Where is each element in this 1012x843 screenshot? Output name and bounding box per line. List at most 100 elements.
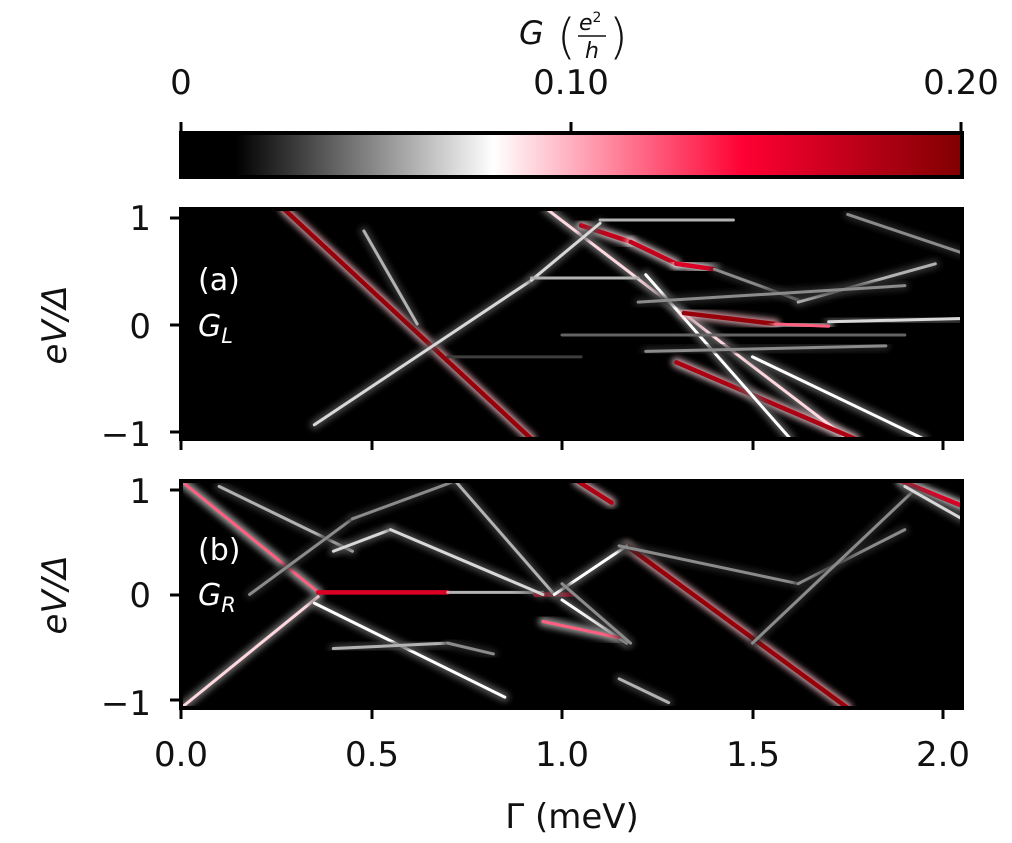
panel-a-feature-12-core <box>529 221 602 282</box>
panel-a-feature-11 <box>359 226 422 329</box>
panel-b-feature-16 <box>450 481 559 599</box>
panel-a-feature-9 <box>770 319 834 331</box>
panel-b-conductance-features <box>181 481 962 708</box>
xtick-label-3: 1.5 <box>726 735 780 775</box>
xtick-label-2: 1.0 <box>535 735 589 775</box>
xtick-label-0: 0.0 <box>154 735 208 775</box>
panel-a-feature-2-core <box>674 360 858 439</box>
panel-b-label: (b) <box>198 533 240 568</box>
panel-a-feature-20-core <box>644 344 888 353</box>
panel-b: (b) GR 1 0 −1 0.0 0.5 1.0 1.5 2.0 eV/Δ Γ… <box>35 472 970 837</box>
panel-b-feature-24 <box>614 674 674 708</box>
colorbar-unit-denominator: h <box>585 39 599 64</box>
panel-a-feature-10 <box>309 275 536 430</box>
panel-b-feature-21-core <box>617 544 800 586</box>
panel-b-feature-14 <box>245 514 357 599</box>
panel-a-ytick-label-mid: 0 <box>129 307 151 347</box>
panel-b-feature-20-core <box>560 582 633 645</box>
panel-a-feature-17 <box>824 314 962 327</box>
panel-b-feature-12 <box>328 638 453 654</box>
panel-b-feature-10 <box>328 525 396 556</box>
panel-a-feature-1 <box>542 209 853 439</box>
panel-a-feature-7 <box>671 259 719 274</box>
panel-a-feature-6-core <box>628 239 679 267</box>
panel-a-quantity: GL <box>198 309 233 348</box>
panel-b-feature-22-core <box>796 528 907 586</box>
panel-a-feature-0-core <box>281 209 534 439</box>
panel-a-ytick-label-top: 1 <box>129 199 151 239</box>
panel-a-feature-7-core <box>674 261 717 272</box>
panel-b-feature-19 <box>538 617 624 643</box>
panel-b-feature-13 <box>443 638 498 659</box>
panel-b-feature-23-core <box>750 490 914 645</box>
panel-b-feature-1 <box>572 481 617 508</box>
panel-a-feature-8-core <box>681 310 778 327</box>
colorbar-tick-label-2: 0.20 <box>923 63 999 103</box>
panel-b-feature-15-core <box>350 481 457 521</box>
colorbar-tick-label-0: 0 <box>170 63 192 103</box>
panel-b-feature-3 <box>181 481 323 597</box>
panel-b-feature-11-core <box>389 528 545 596</box>
panel-b-feature-8 <box>309 598 510 702</box>
panel-b-feature-0-core <box>624 543 850 708</box>
panel-a-feature-18-core <box>846 212 962 255</box>
panel-b-feature-10-core <box>331 528 393 553</box>
panel-a-feature-1-core <box>545 209 850 439</box>
panel-a-feature-2 <box>671 357 860 439</box>
panel-a-feature-16 <box>793 259 940 307</box>
panel-b-feature-12-core <box>331 641 450 651</box>
panel-a-feature-8 <box>679 308 780 329</box>
panel-b-feature-23 <box>747 487 917 648</box>
panel-a-conductance-features <box>279 209 962 439</box>
panel-b-feature-21 <box>614 541 803 589</box>
colorbar-unit-paren-left: ( <box>557 9 576 65</box>
panel-b-ytick-label-top: 1 <box>129 472 151 512</box>
panel-a-feature-0 <box>279 209 536 439</box>
panel-a-feature-4 <box>747 352 929 439</box>
panel-a-label: (a) <box>198 263 240 298</box>
panel-b-feature-11 <box>386 525 548 599</box>
panel-b-feature-8-core <box>312 601 507 699</box>
panel-b-feature-19-core <box>541 620 621 640</box>
panel-b-feature-14-core <box>248 517 354 596</box>
panel-b-quantity: GR <box>198 578 236 617</box>
xlabel: Γ (meV) <box>505 797 639 837</box>
panel-b-feature-25 <box>900 481 962 524</box>
colorbar-unit-numerator: e2 <box>579 10 601 36</box>
panel-b-ytick-label-bottom: −1 <box>101 684 151 724</box>
panel-b-feature-4-core <box>181 595 320 708</box>
panel-b-feature-3-core <box>181 481 320 594</box>
panel-b-feature-16-core <box>453 481 556 596</box>
colorbar-unit-paren-right: ) <box>609 9 628 65</box>
panel-b-ylabel: eV/Δ <box>35 556 75 635</box>
colorbar-gradient <box>179 131 964 179</box>
panel-a-feature-10-core <box>312 278 533 427</box>
panel-a-feature-17-core <box>827 317 962 324</box>
panel-b-feature-22 <box>793 525 910 589</box>
panel-b-feature-0 <box>622 541 853 708</box>
panel-b-feature-15 <box>347 481 460 524</box>
panel-a-feature-20 <box>641 341 891 356</box>
panel-a-feature-18 <box>843 209 962 258</box>
panel-a: (a) GL 1 0 −1 eV/Δ <box>35 199 964 455</box>
colorbar: G ( e2 h ) 0 0.10 0.20 <box>170 9 999 179</box>
panel-a-feature-6 <box>626 237 681 269</box>
panel-b-feature-25-core <box>903 484 962 521</box>
panel-b-feature-13-core <box>446 641 495 656</box>
panel-b-feature-1-core <box>574 481 614 505</box>
colorbar-tick-label-1: 0.10 <box>533 63 609 103</box>
panel-a-feature-19-core <box>636 284 907 304</box>
panel-a-feature-19 <box>633 281 910 307</box>
panel-a-feature-11-core <box>362 229 419 326</box>
panel-b-feature-4 <box>181 592 323 708</box>
xtick-label-1: 0.5 <box>345 735 399 775</box>
panel-b-feature-20 <box>557 579 636 648</box>
xtick-label-4: 2.0 <box>916 735 970 775</box>
panel-a-feature-16-core <box>796 262 937 304</box>
colorbar-title: G <box>519 14 544 52</box>
panel-a-feature-12 <box>526 218 605 285</box>
panel-a-ylabel: eV/Δ <box>35 286 75 365</box>
panel-b-feature-24-core <box>617 677 671 705</box>
panel-a-ytick-label-bottom: −1 <box>101 415 151 455</box>
